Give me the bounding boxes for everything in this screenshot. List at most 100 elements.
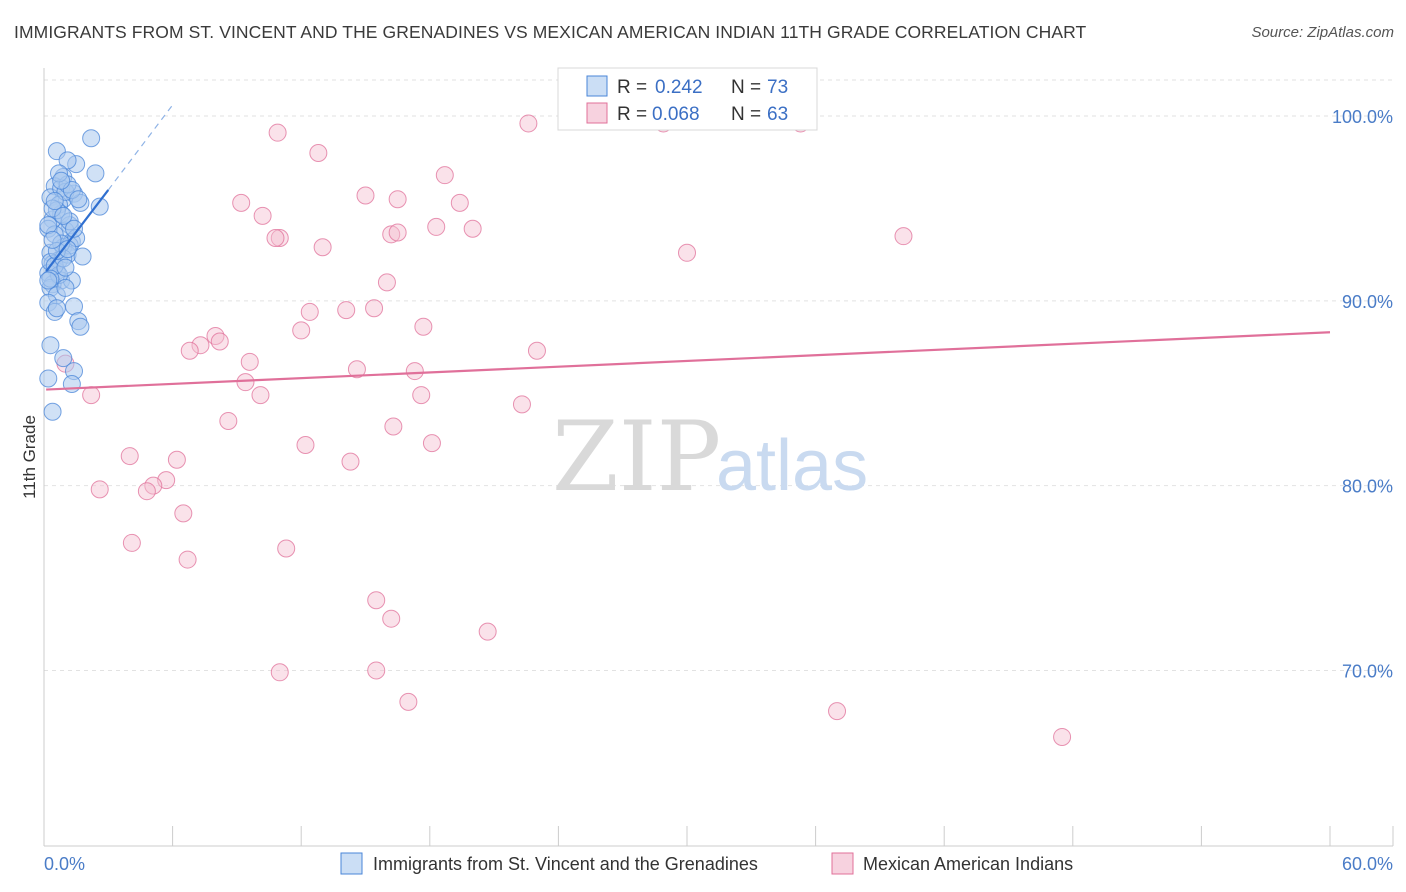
y-tick-label-3: 70.0%	[1342, 661, 1393, 681]
pink-point-37	[512, 395, 531, 414]
pink-point-33	[527, 341, 546, 360]
legend-r-value-blue: 0.242	[655, 77, 703, 98]
chart-title: IMMIGRANTS FROM ST. VINCENT AND THE GREN…	[14, 22, 1087, 42]
pink-point-5	[309, 144, 328, 163]
pink-point-13	[388, 223, 407, 242]
y-axis-label: 11th Grade	[20, 415, 39, 499]
pink-point-57	[478, 622, 497, 641]
watermark-zip: ZIP	[552, 401, 721, 513]
pink-point-29	[180, 341, 199, 360]
x-ticks: 0.0% 60.0%	[44, 826, 1394, 874]
pink-point-28	[210, 332, 229, 351]
bottom-legend-label-pink: Mexican American Indians	[863, 854, 1073, 874]
pink-point-56	[382, 609, 401, 628]
pink-point-42	[422, 434, 441, 453]
watermark-atlas: atlas	[716, 426, 868, 506]
pink-point-41	[296, 435, 315, 454]
pink-point-40	[120, 447, 139, 466]
pink-point-9	[388, 190, 407, 209]
blue-point-12	[90, 197, 109, 216]
pink-point-34	[236, 373, 255, 392]
pink-point-15	[894, 227, 913, 246]
pink-point-16	[313, 238, 332, 257]
trend-line-pink	[46, 331, 1331, 391]
pink-point-18	[427, 217, 446, 236]
pink-point-2	[268, 123, 287, 142]
pink-point-61	[828, 702, 847, 721]
x-tick-label-1: 60.0%	[1342, 854, 1393, 874]
legend-n-value-pink: 63	[767, 104, 788, 125]
blue-point-37	[71, 317, 90, 336]
y-tick-labels: 100.0% 90.0% 80.0% 70.0%	[1332, 107, 1393, 681]
legend-r-label-pink: R =	[617, 104, 647, 125]
pink-point-60	[399, 692, 418, 711]
trend-lines	[45, 104, 1331, 391]
legend-swatch-blue	[586, 75, 608, 97]
legend-n-value-blue: 73	[767, 77, 788, 98]
blue-point-69	[47, 299, 66, 318]
pink-point-14	[463, 219, 482, 238]
blue-point-65	[54, 206, 73, 225]
pink-point-59	[270, 663, 289, 682]
pink-point-22	[337, 301, 356, 320]
series-mexican-american-indians	[56, 114, 1072, 746]
bottom-legend-swatch-pink	[831, 852, 854, 875]
pink-point-30	[240, 352, 259, 371]
y-tick-label-0: 100.0%	[1332, 107, 1393, 127]
bottom-legend-label-blue: Immigrants from St. Vincent and the Gren…	[373, 854, 758, 874]
blue-point-64	[43, 230, 62, 249]
pink-point-27	[191, 336, 210, 355]
blue-point-42	[62, 375, 81, 394]
bottom-legend-swatch-blue	[340, 852, 363, 875]
pink-point-54	[277, 539, 296, 558]
blue-point-39	[54, 349, 73, 368]
pink-point-7	[232, 193, 251, 212]
blue-point-70	[58, 240, 77, 259]
pink-point-62	[1053, 727, 1072, 746]
pink-point-49	[82, 386, 101, 405]
pink-point-23	[300, 302, 319, 321]
trend-line-blue-extension	[107, 104, 174, 191]
pink-point-53	[122, 533, 141, 552]
blue-point-63	[69, 190, 88, 209]
blue-point-72	[65, 219, 84, 238]
pink-point-38	[384, 417, 403, 436]
pink-point-36	[412, 386, 431, 405]
pink-point-39	[219, 411, 238, 430]
legend-n-label-blue: N =	[731, 77, 761, 98]
pink-point-55	[367, 591, 386, 610]
series-st-vincent-immigrants	[39, 129, 109, 421]
pink-point-21	[365, 299, 384, 318]
pink-point-19	[678, 243, 696, 262]
blue-point-59	[56, 258, 75, 277]
stats-legend: R = 0.242 N = 73 R = 0.068 N = 63	[557, 67, 818, 131]
legend-r-value-pink: 0.068	[652, 104, 700, 125]
pink-point-48	[90, 480, 109, 499]
blue-point-43	[43, 402, 62, 421]
legend-n-label-pink: N =	[731, 104, 761, 125]
pink-point-25	[292, 321, 311, 340]
blue-point-71	[52, 171, 71, 190]
pink-point-20	[377, 273, 396, 292]
trend-line-blue	[45, 189, 110, 272]
pink-point-58	[367, 661, 386, 680]
blue-point-68	[39, 271, 58, 290]
blue-point-0	[82, 129, 101, 148]
source-credit: Source: ZipAtlas.com	[1251, 24, 1394, 41]
blue-point-41	[39, 369, 58, 388]
pink-point-24	[414, 317, 433, 336]
blue-point-38	[41, 336, 60, 355]
pink-point-47	[137, 482, 156, 501]
pink-point-12	[382, 225, 401, 244]
pink-point-32	[405, 362, 424, 381]
blue-point-67	[56, 278, 75, 297]
legend-swatch-pink	[586, 102, 608, 124]
x-tick-label-0: 0.0%	[44, 854, 85, 874]
pink-point-6	[356, 186, 375, 205]
pink-point-44	[341, 452, 360, 471]
watermark: ZIP atlas	[552, 401, 868, 513]
pink-point-4	[253, 206, 272, 225]
y-tick-label-1: 90.0%	[1342, 292, 1393, 312]
series-legend: Immigrants from St. Vincent and the Gren…	[340, 852, 1073, 875]
